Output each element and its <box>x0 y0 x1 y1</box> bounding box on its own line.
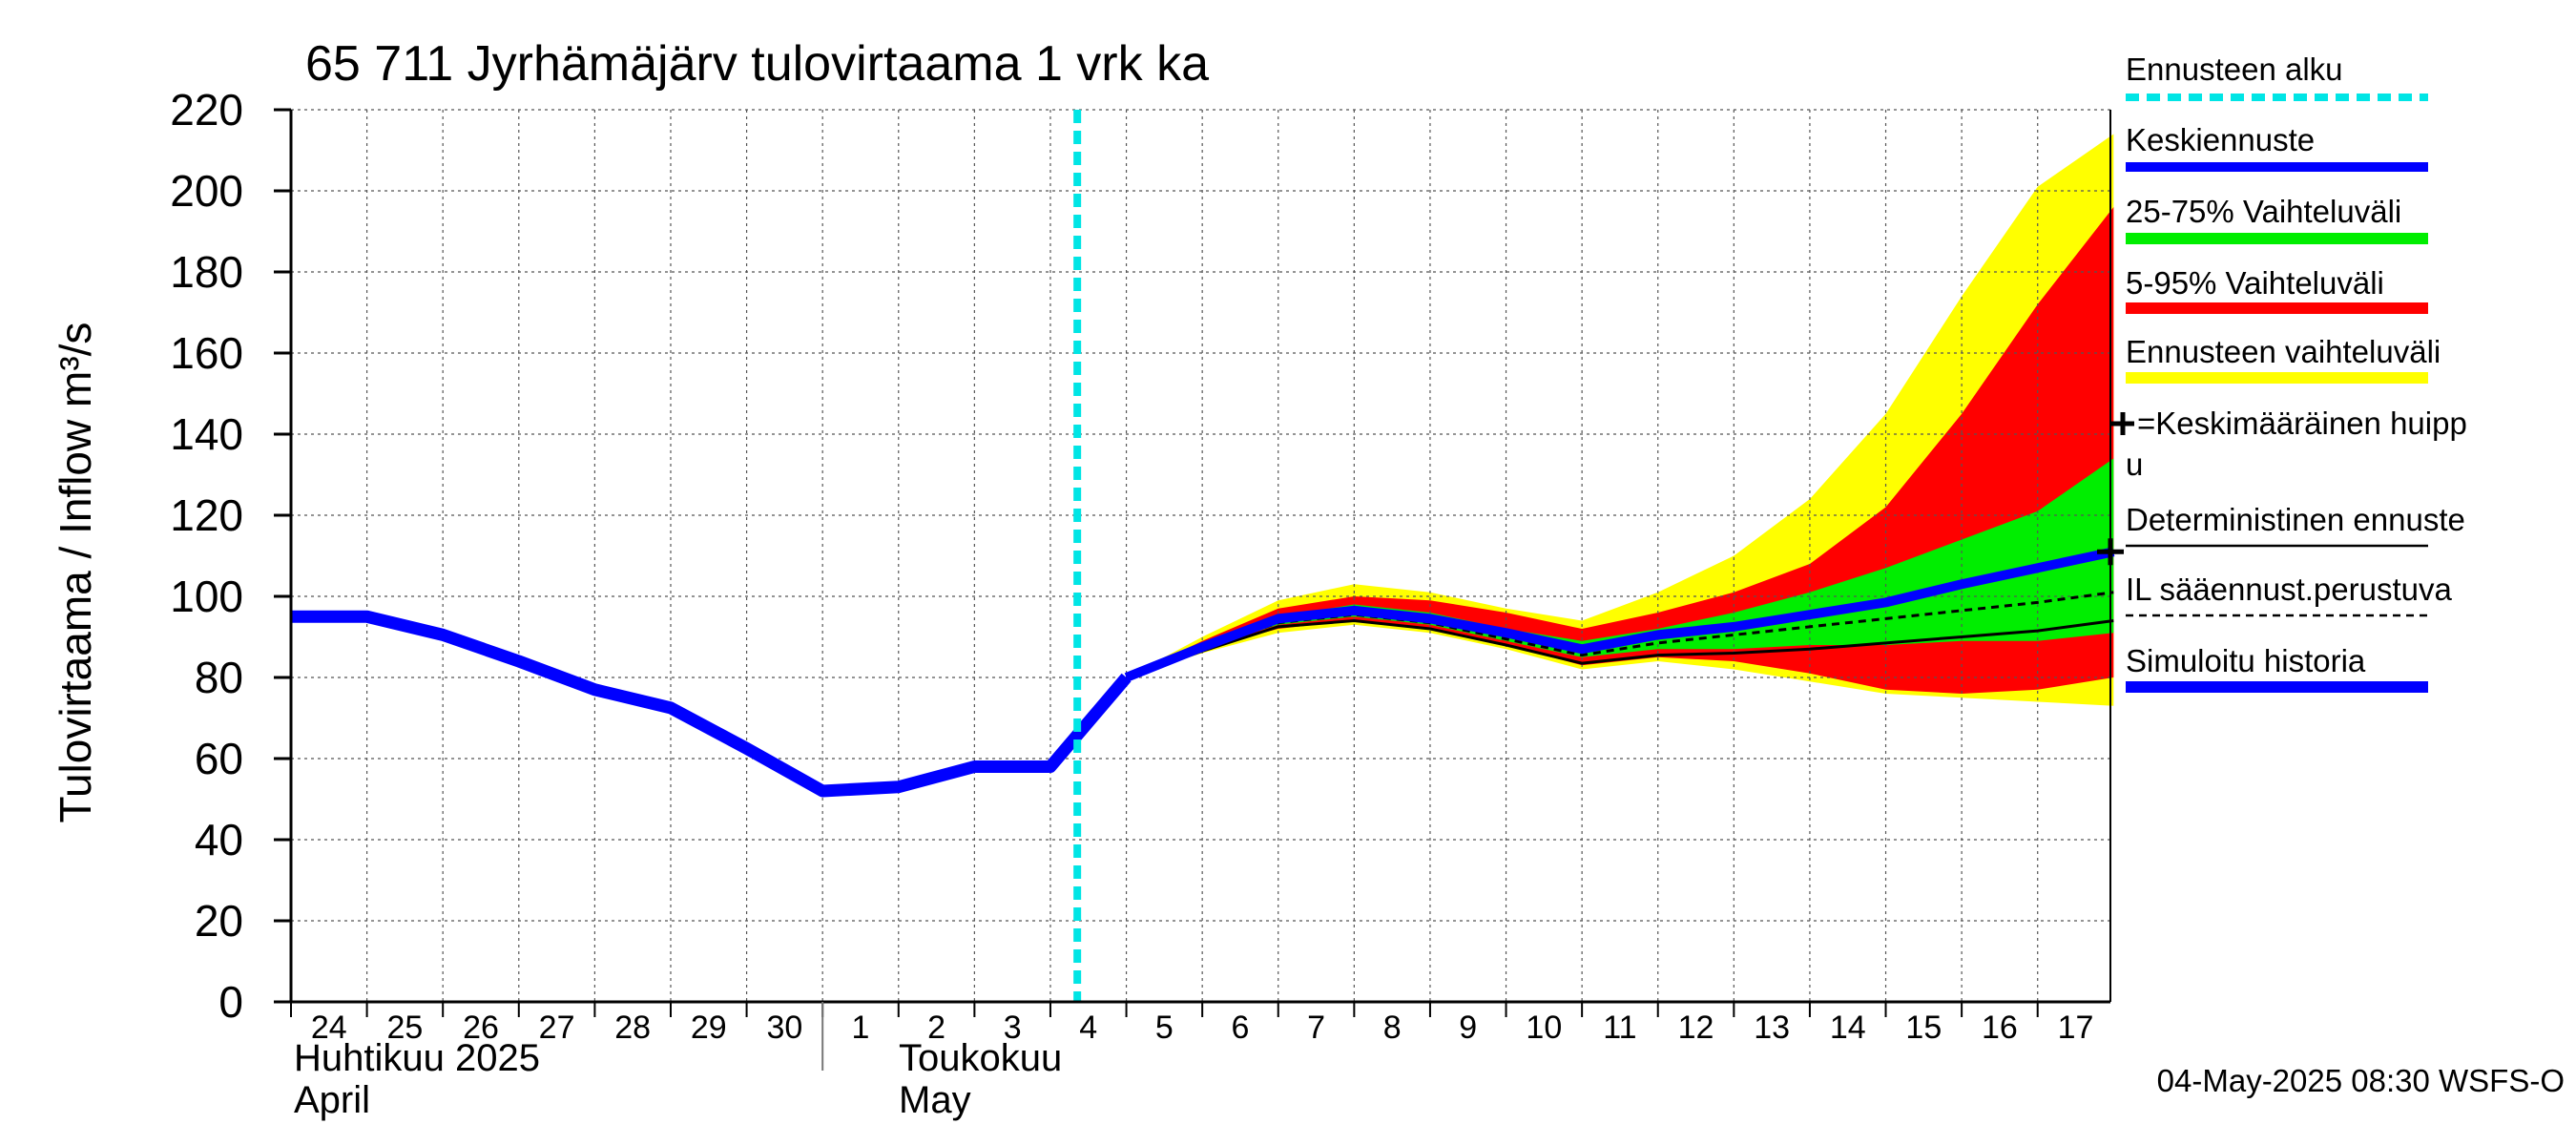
legend-label-mean-peak-cont: u <box>2126 447 2143 482</box>
y-tick-label-120: 120 <box>170 490 243 540</box>
legend-label-il-based: IL sääennust.perustuva <box>2126 572 2452 607</box>
band-5-95-vaihteluv-li <box>1126 207 2114 694</box>
x-tick-label-13: 7 <box>1307 1010 1325 1046</box>
y-tick-label-100: 100 <box>170 572 243 621</box>
footer-timestamp: 04-May-2025 08:30 WSFS-O <box>2157 1063 2565 1098</box>
chart-title: 65 711 Jyrhämäjärv tulovirtaama 1 vrk ka <box>305 36 1209 92</box>
legend-label-sim-history: Simuloitu historia <box>2126 643 2366 678</box>
y-tick-label-160: 160 <box>170 328 243 378</box>
legend-label-deterministic: Deterministinen ennuste <box>2126 502 2465 537</box>
legend: Ennusteen alku Keskiennuste 25-75% Vaiht… <box>2111 52 2467 693</box>
x-tick-label-10: 4 <box>1079 1010 1097 1046</box>
band-25-75-vaihteluv-li <box>1126 458 2114 677</box>
month-label-may-fi: Toukokuu <box>899 1037 1062 1079</box>
y-tick-label-60: 60 <box>195 734 243 783</box>
x-tick-label-3: 27 <box>539 1010 575 1046</box>
month-label-april-en: April <box>294 1079 370 1121</box>
x-tick-label-22: 16 <box>1982 1010 2018 1046</box>
x-tick-label-0: 24 <box>311 1010 347 1046</box>
x-tick-label-1: 25 <box>386 1010 423 1046</box>
legend-label-forecast-range: Ennusteen vaihteluväli <box>2126 334 2441 369</box>
x-tick-label-15: 9 <box>1459 1010 1477 1046</box>
y-tick-label-140: 140 <box>170 409 243 459</box>
y-tick-label-0: 0 <box>218 977 243 1027</box>
x-tick-label-4: 28 <box>614 1010 651 1046</box>
y-tick-label-200: 200 <box>170 166 243 216</box>
x-tick-label-14: 8 <box>1383 1010 1402 1046</box>
legend-mean-peak-plus-icon <box>2111 412 2134 435</box>
line-simulated-history <box>291 610 1132 798</box>
x-tick-label-12: 6 <box>1231 1010 1249 1046</box>
x-tick-label-9: 3 <box>1004 1010 1022 1046</box>
x-tick-label-17: 11 <box>1603 1010 1636 1046</box>
x-tick-label-21: 15 <box>1905 1010 1942 1046</box>
x-tick-label-11: 5 <box>1155 1010 1174 1046</box>
x-tick-label-2: 26 <box>463 1010 499 1046</box>
y-tick-label-40: 40 <box>195 815 243 864</box>
x-tick-label-16: 10 <box>1526 1010 1562 1046</box>
x-tick-label-6: 30 <box>766 1010 802 1046</box>
x-tick-label-18: 12 <box>1678 1010 1714 1046</box>
month-label-april-fi: Huhtikuu 2025 <box>294 1037 540 1079</box>
legend-label-range-5-95: 5-95% Vaihteluväli <box>2126 265 2384 301</box>
x-tick-label-20: 14 <box>1830 1010 1866 1046</box>
y-tick-label-80: 80 <box>195 653 243 702</box>
y-tick-label-180: 180 <box>170 247 243 297</box>
month-label-may-en: May <box>899 1079 971 1121</box>
x-tick-label-7: 1 <box>852 1010 870 1046</box>
legend-label-mean-peak: =Keskimääräinen huipp <box>2137 406 2467 441</box>
y-axis-label: Tulovirtaama / Inflow m³/s <box>51 323 100 823</box>
x-tick-label-8: 2 <box>927 1010 945 1046</box>
y-tick-label-20: 20 <box>195 896 243 946</box>
legend-label-forecast-start: Ennusteen alku <box>2126 52 2343 87</box>
legend-label-range-25-75: 25-75% Vaihteluväli <box>2126 194 2401 229</box>
line-deterministic-forecast <box>1126 618 2114 679</box>
line-mean-forecast <box>1124 547 2115 682</box>
x-tick-label-19: 13 <box>1754 1010 1790 1046</box>
x-tick-label-23: 17 <box>2058 1010 2094 1046</box>
legend-label-mean-forecast: Keskiennuste <box>2126 122 2315 157</box>
y-tick-label-220: 220 <box>170 85 243 135</box>
x-tick-label-5: 29 <box>691 1010 727 1046</box>
